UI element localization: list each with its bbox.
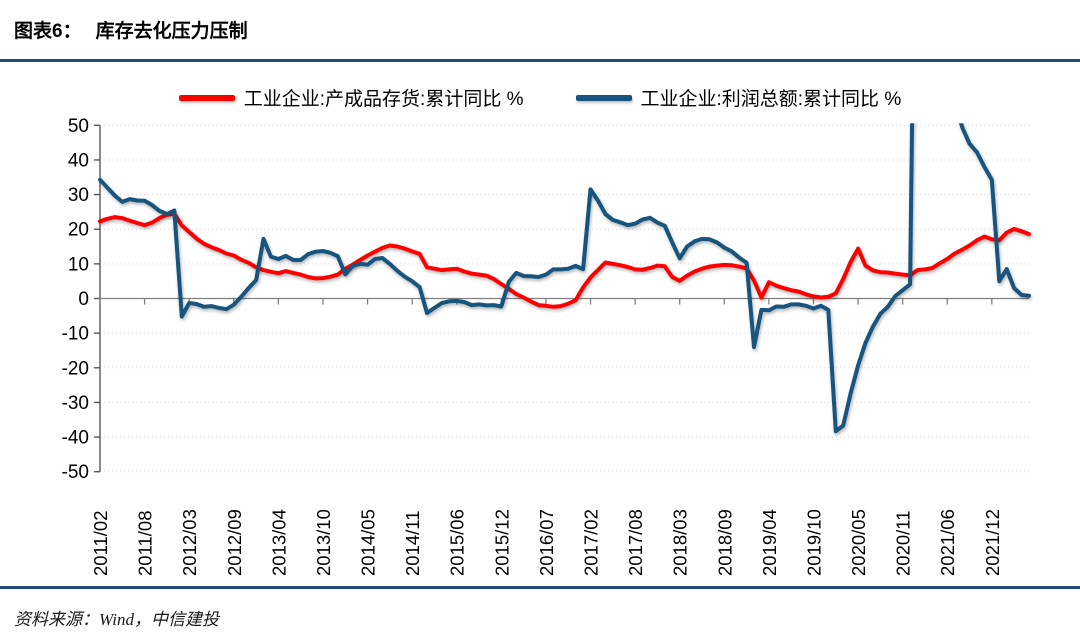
x-axis-label: 2017/02	[581, 509, 602, 576]
source-note: 资料来源：Wind，中信建投	[14, 610, 219, 629]
y-axis-label: 40	[68, 150, 89, 171]
x-axis-label: 2014/11	[402, 511, 423, 577]
chart-legend: 工业企业:产成品存货:累计同比 % 工业企业:利润总额:累计同比 %	[0, 84, 1080, 111]
x-axis-label: 2020/11	[893, 511, 914, 577]
y-axis-label: -50	[62, 462, 89, 483]
legend-item-profit: 工业企业:利润总额:累计同比 %	[575, 84, 902, 111]
y-axis-label: 50	[68, 116, 89, 137]
x-axis-label: 2019/10	[803, 509, 824, 576]
footer-divider-line	[0, 586, 1080, 589]
x-axis-label: 2013/04	[268, 509, 289, 576]
title-divider-line	[0, 59, 1080, 62]
x-axis-label: 2013/10	[313, 509, 334, 576]
legend-item-inventory: 工业企业:产成品存货:累计同比 %	[178, 84, 524, 111]
y-axis-label: -40	[62, 428, 89, 449]
x-axis-label: 2012/09	[224, 509, 245, 576]
x-axis-label: 2021/06	[937, 509, 958, 576]
x-axis-label: 2020/05	[848, 509, 869, 576]
inventory-series-label: 工业企业:产成品存货:累计同比 %	[243, 89, 524, 110]
profit-series-line	[98, 123, 1031, 434]
y-axis-label: 0	[78, 289, 89, 310]
x-axis-label: 2014/05	[358, 509, 379, 576]
x-axis-label: 2019/04	[759, 509, 780, 576]
x-axis-label: 2011/02	[90, 511, 111, 577]
y-axis-label: -10	[62, 324, 89, 345]
y-axis-label: 20	[68, 220, 89, 241]
x-axis-label: 2021/12	[982, 509, 1003, 576]
y-axis-label: -20	[62, 358, 89, 379]
figure-title: 图表6： 库存去化压力压制	[14, 16, 248, 43]
profit-series-label: 工业企业:利润总额:累计同比 %	[640, 89, 902, 110]
x-axis-label: 2017/08	[625, 509, 646, 576]
x-axis-label: 2015/06	[447, 509, 468, 576]
inventory-series-line	[98, 211, 1031, 309]
figure-title-text: 库存去化压力压制	[95, 21, 248, 42]
x-axis-label: 2015/12	[491, 509, 512, 576]
inventory-series-swatch	[178, 94, 235, 101]
x-axis-label: 2018/03	[670, 509, 691, 576]
profit-series-swatch	[575, 94, 632, 101]
x-axis-label: 2018/09	[714, 509, 735, 576]
figure-label: 图表6：	[14, 21, 82, 42]
y-axis-label: 30	[68, 185, 89, 206]
x-axis-label: 2012/03	[179, 509, 200, 576]
y-axis-label: 10	[68, 254, 89, 275]
x-axis-label: 2016/07	[536, 509, 557, 576]
x-axis-label: 2011/08	[135, 511, 156, 577]
y-axis-label: -30	[62, 393, 89, 414]
